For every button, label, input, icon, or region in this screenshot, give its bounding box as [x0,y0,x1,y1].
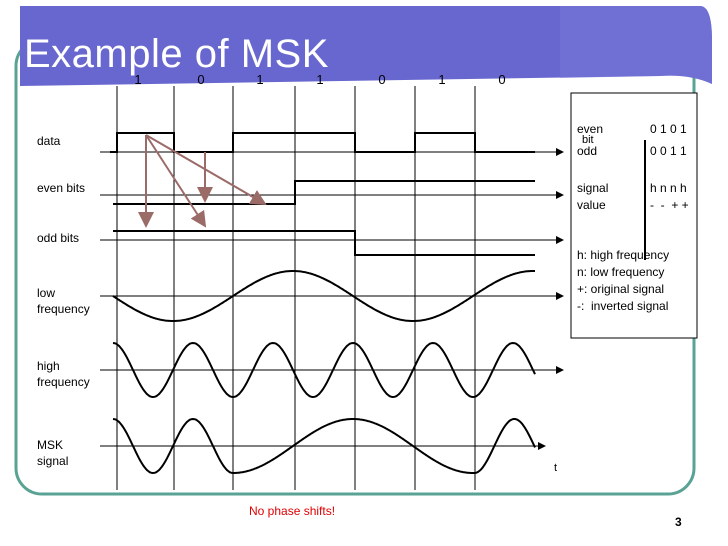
even-bits-waveform [113,180,535,205]
page-number: 3 [675,515,682,529]
legend-even-label: even [577,122,604,136]
time-grid [116,86,476,490]
high-frequency-wave [112,341,536,399]
data-waveform [110,132,535,153]
slide-title: Example of MSK [24,32,329,76]
row-label-msk-signal: MSK signal [37,438,69,468]
msk-signal-wave [112,417,536,475]
data-bit-label: 0 [498,72,506,87]
legend-note: h: high frequency [577,248,670,262]
data-bit-label: 1 [316,72,324,87]
legend-even-bits: 0 1 0 1 [650,122,687,136]
header-highlight [560,6,712,84]
legend-odd-bits: 0 0 1 1 [650,144,687,158]
row-label-odd-bits: odd bits [37,231,80,245]
legend-note: n: low frequency [577,265,665,279]
data-bit-label: 0 [197,72,205,87]
odd-bits-waveform [113,230,535,256]
time-axis-label: t [554,462,558,474]
row-label-low-frequency: low frequency [37,286,90,316]
row-label-data: data [37,134,61,148]
row-label-even-bits: even bits [37,181,86,195]
bit-mapping-arrows [138,134,267,228]
data-bit-label: 1 [134,72,142,87]
data-bit-label: 1 [256,72,264,87]
legend-even-label-sub: bit [582,134,594,146]
legend-odd-label: odd [577,144,598,158]
legend-value-label: value [577,198,606,212]
low-frequency-wave [112,270,535,322]
data-bit-label: 1 [438,72,446,87]
row-label-high-frequency: high frequency [37,359,90,389]
header-banner [20,6,712,86]
legend-value-values: - - + + [650,198,689,212]
footer-note: No phase shifts! [249,504,336,518]
legend-note: -: inverted signal [577,299,669,313]
legend-signal-values: h n n h [650,181,687,195]
legend-box [570,92,698,339]
data-bit-label: 0 [378,72,386,87]
legend-signal-label: signal [577,181,609,195]
legend-note: +: original signal [577,282,665,296]
